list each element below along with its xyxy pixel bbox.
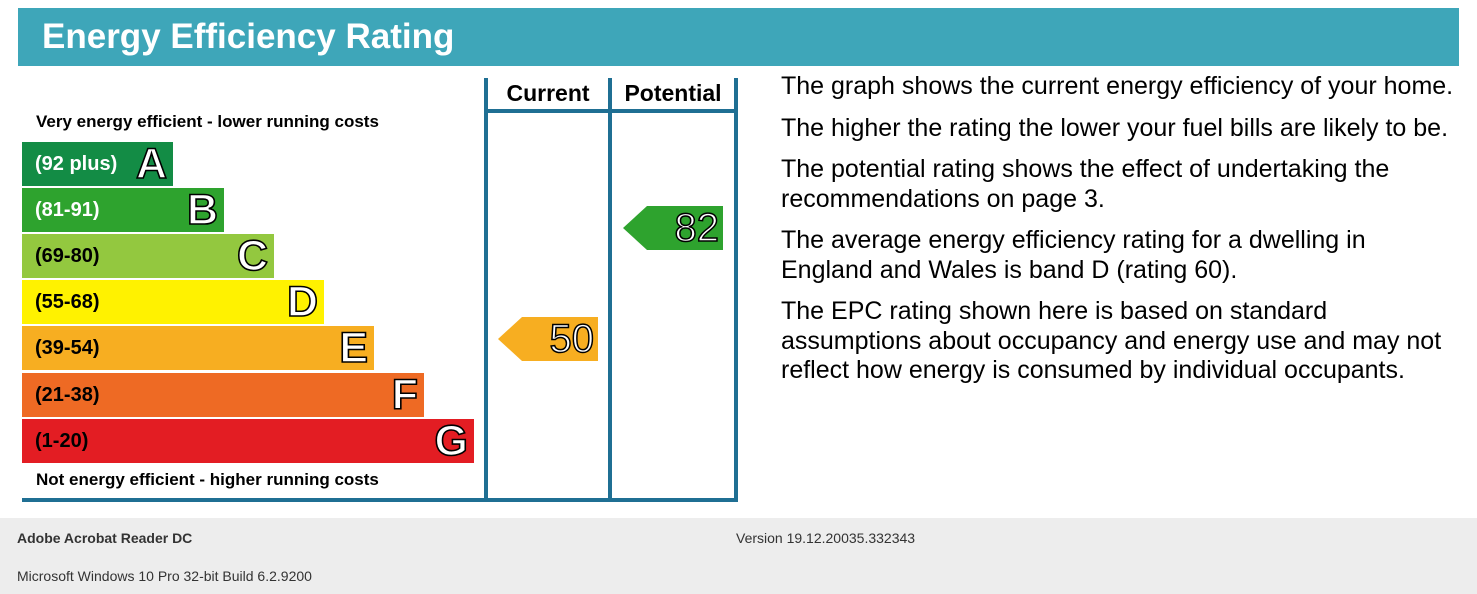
band-range-label: (81-91): [35, 199, 100, 221]
info-paragraph: The higher the rating the lower your fue…: [781, 113, 1449, 142]
band-range-label: (39-54): [35, 337, 100, 359]
column-border-left: [484, 78, 488, 502]
band-g: (1-20) G: [22, 417, 474, 465]
info-paragraph: The graph shows the current energy effic…: [781, 72, 1454, 100]
column-border-right: [734, 78, 738, 502]
footer-bar: Adobe Acrobat Reader DC Version 19.12.20…: [0, 518, 1477, 594]
band-letter: A: [135, 140, 168, 188]
band-range-label: (55-68): [35, 291, 100, 313]
explanation-text: The graph shows the current energy effic…: [781, 72, 1461, 398]
band-b: (81-91) B: [22, 186, 224, 234]
footer-version: Version 19.12.20035.332343: [736, 530, 916, 546]
current-rating-arrow: 50: [498, 317, 598, 361]
band-letter: E: [339, 324, 369, 372]
info-paragraph: The EPC rating shown here is based on st…: [781, 297, 1442, 384]
band-range-label: (69-80): [35, 245, 100, 267]
footer-os: Microsoft Windows 10 Pro 32-bit Build 6.…: [17, 568, 312, 584]
band-range-label: (1-20): [35, 430, 89, 452]
info-paragraph: The potential rating shows the effect of…: [781, 155, 1390, 213]
band-e: (39-54) E: [22, 324, 374, 372]
chart-bottom-rule: [22, 498, 738, 502]
potential-rating-arrow: 82: [623, 206, 723, 250]
band-letter: C: [236, 232, 269, 280]
scale-top-note: Very energy efficient - lower running co…: [36, 112, 379, 131]
band-c: (69-80) C: [22, 232, 274, 280]
band-a: (92 plus) A: [22, 140, 173, 188]
potential-column-header: Potential: [624, 80, 722, 106]
band-d: (55-68) D: [22, 278, 324, 326]
band-letter: F: [391, 371, 419, 419]
scale-bottom-note: Not energy efficient - higher running co…: [36, 470, 379, 489]
band-range-label: (92 plus): [35, 153, 118, 175]
band-letter: G: [434, 417, 469, 465]
footer-app-name: Adobe Acrobat Reader DC: [17, 530, 193, 546]
header-bar: Energy Efficiency Rating: [18, 8, 1459, 66]
current-column-header: Current: [506, 80, 590, 106]
band-f: (21-38) F: [22, 371, 424, 419]
column-header-rule: [484, 109, 738, 113]
band-letter: D: [286, 278, 319, 326]
info-paragraph: The average energy efficiency rating for…: [781, 226, 1366, 284]
current-rating-value: 50: [549, 317, 595, 361]
column-divider: [608, 78, 612, 502]
potential-rating-value: 82: [674, 206, 720, 250]
page-title: Energy Efficiency Rating: [42, 17, 455, 56]
band-letter: B: [186, 186, 219, 234]
band-range-label: (21-38): [35, 384, 100, 406]
